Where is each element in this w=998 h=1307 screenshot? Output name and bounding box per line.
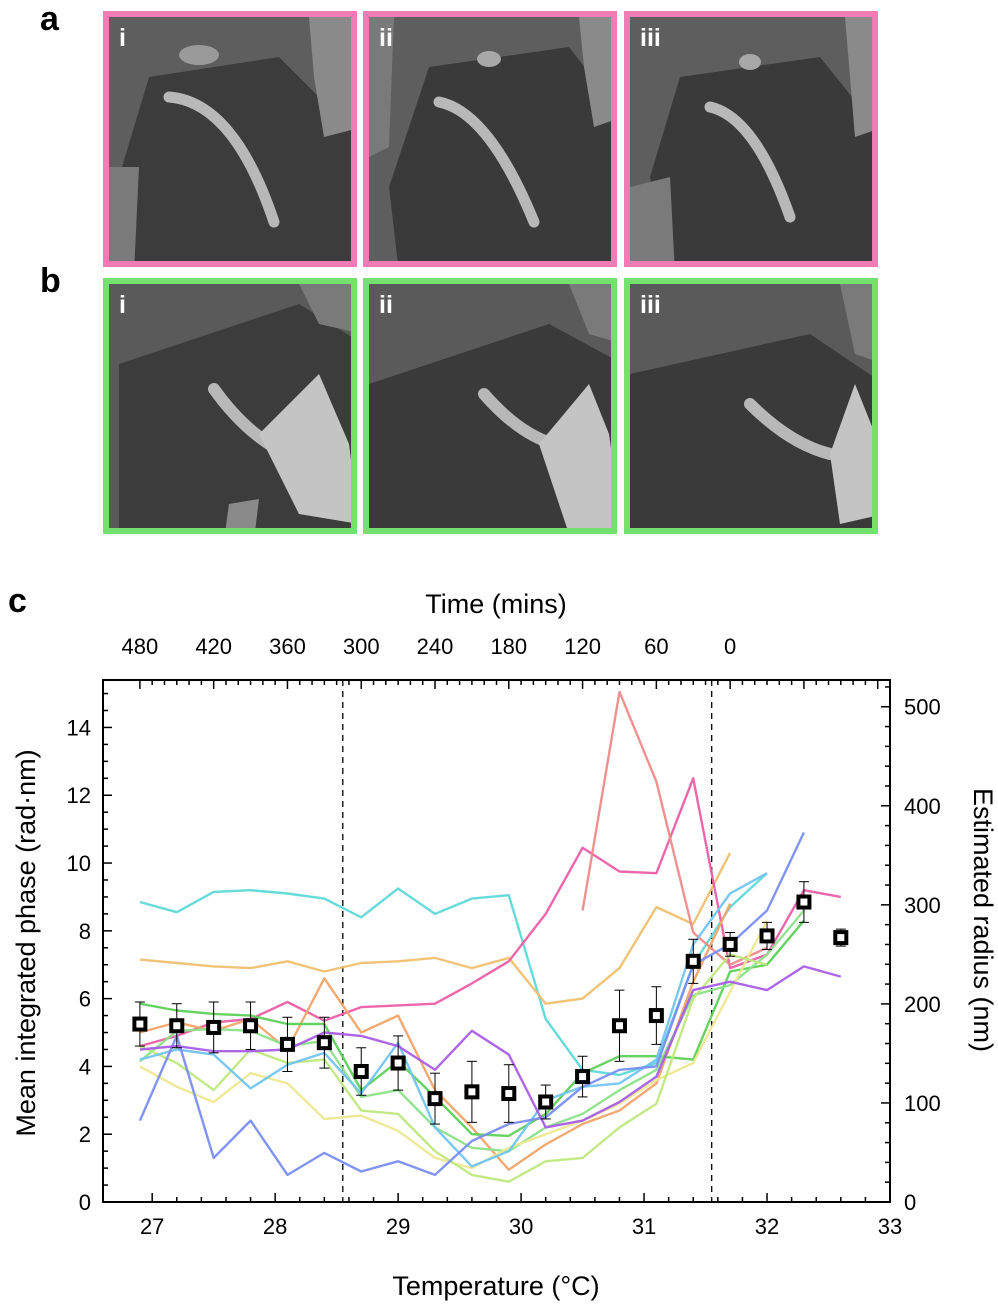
mean-point — [796, 894, 812, 910]
mean-point — [685, 953, 701, 969]
y2-tick-label: 100 — [904, 1091, 941, 1116]
panel-a-letter: a — [40, 0, 59, 38]
y-tick-label: 2 — [79, 1122, 91, 1147]
top-tick-label: 480 — [122, 634, 159, 659]
micrograph-a-iii-image — [630, 17, 872, 261]
mean-point — [353, 1064, 369, 1079]
series-line-orange — [139, 903, 732, 1171]
series-line-lime — [139, 953, 768, 1183]
y-tick-label: 14 — [67, 715, 91, 740]
x-tick-label: 31 — [632, 1214, 656, 1239]
top-axis-title: Time (mins) — [425, 589, 567, 619]
series-line-salmon — [581, 690, 768, 966]
mean-point — [611, 1018, 627, 1034]
micrograph-b-i: i — [103, 278, 357, 534]
x-axis-title: Temperature (°C) — [392, 1271, 599, 1301]
top-tick-label: 0 — [724, 634, 736, 659]
mean-point — [833, 930, 849, 946]
y-axis-title: Mean integrated phase (rad·nm) — [11, 749, 41, 1136]
mean-point — [575, 1069, 591, 1085]
y-tick-label: 6 — [79, 987, 91, 1012]
top-tick-label: 360 — [269, 634, 306, 659]
mean-point — [722, 936, 738, 952]
y2-tick-label: 0 — [904, 1190, 916, 1215]
top-tick-label: 60 — [644, 634, 668, 659]
y-tick-label: 10 — [67, 851, 91, 876]
tile-label: ii — [379, 24, 393, 52]
y-tick-label: 0 — [79, 1190, 91, 1215]
series-line-yellow — [139, 920, 769, 1170]
y2-tick-label: 300 — [904, 893, 941, 918]
y2-tick-label: 400 — [904, 794, 941, 819]
micrograph-b-i-image — [109, 284, 351, 528]
y-tick-label: 4 — [79, 1054, 91, 1079]
y-tick-label: 12 — [67, 783, 91, 808]
x-tick-label: 27 — [140, 1214, 164, 1239]
top-tick-label: 120 — [564, 634, 601, 659]
micrograph-a-i-image — [109, 17, 351, 261]
series-line-sky — [139, 872, 768, 1168]
mean-point — [316, 1035, 332, 1051]
mean-point — [464, 1084, 480, 1100]
series-line-orange-light — [139, 852, 732, 1005]
x-tick-label: 32 — [755, 1214, 779, 1239]
x-tick-label: 29 — [386, 1214, 410, 1239]
micrograph-a-ii-image — [369, 17, 611, 261]
series-line-purple — [139, 965, 842, 1129]
mean-point — [169, 1018, 185, 1034]
micrograph-a-i: i — [103, 11, 357, 267]
mean-point — [206, 1019, 222, 1035]
reference-lines — [342, 680, 713, 1202]
y2-tick-label: 500 — [904, 695, 941, 720]
series-line-magenta — [139, 777, 842, 1048]
top-tick-label: 240 — [417, 634, 454, 659]
tile-label: iii — [640, 291, 661, 319]
y-tick-label: 8 — [79, 919, 91, 944]
mean-point — [538, 1094, 554, 1110]
micrograph-b-iii: iii — [624, 278, 878, 534]
x-tick-label: 28 — [263, 1214, 287, 1239]
top-tick-label: 300 — [343, 634, 380, 659]
series-line-blue — [138, 831, 805, 1177]
tile-label: ii — [379, 291, 393, 319]
micrograph-b-ii-image — [369, 284, 611, 528]
panel-b-letter: b — [40, 262, 61, 300]
tile-label: i — [119, 291, 126, 319]
micrograph-a-iii: iii — [624, 11, 878, 267]
y2-axis-title: Estimated radius (nm) — [968, 788, 998, 1052]
panel-c-letter: c — [8, 582, 27, 620]
micrograph-a-ii: ii — [363, 11, 617, 267]
top-tick-label: 420 — [195, 634, 232, 659]
tile-label: iii — [640, 24, 661, 52]
mean-point — [759, 928, 775, 944]
y2-tick-label: 200 — [904, 992, 941, 1017]
tile-label: i — [119, 24, 126, 52]
top-tick-label: 180 — [490, 634, 527, 659]
mean-point — [501, 1086, 517, 1102]
micrograph-b-iii-image — [630, 284, 872, 528]
micrograph-b-ii: ii — [363, 278, 617, 534]
x-tick-label: 30 — [509, 1214, 533, 1239]
mean-layer — [132, 881, 849, 1125]
mean-point — [243, 1018, 259, 1034]
series-line-cyan — [139, 872, 768, 1077]
mean-point — [132, 1016, 148, 1032]
axes-layer: 27 28 29 30 31 32 3302468101214010020030040050… — [67, 634, 941, 1239]
phase-radius-chart: 27 28 29 30 31 32 3302468101214010020030040050… — [11, 589, 998, 1301]
x-tick-label: 33 — [878, 1214, 902, 1239]
mean-point — [279, 1036, 295, 1052]
mean-point — [390, 1055, 406, 1071]
series-layer — [138, 690, 842, 1183]
mean-point — [427, 1091, 443, 1107]
mean-point — [648, 1008, 664, 1024]
